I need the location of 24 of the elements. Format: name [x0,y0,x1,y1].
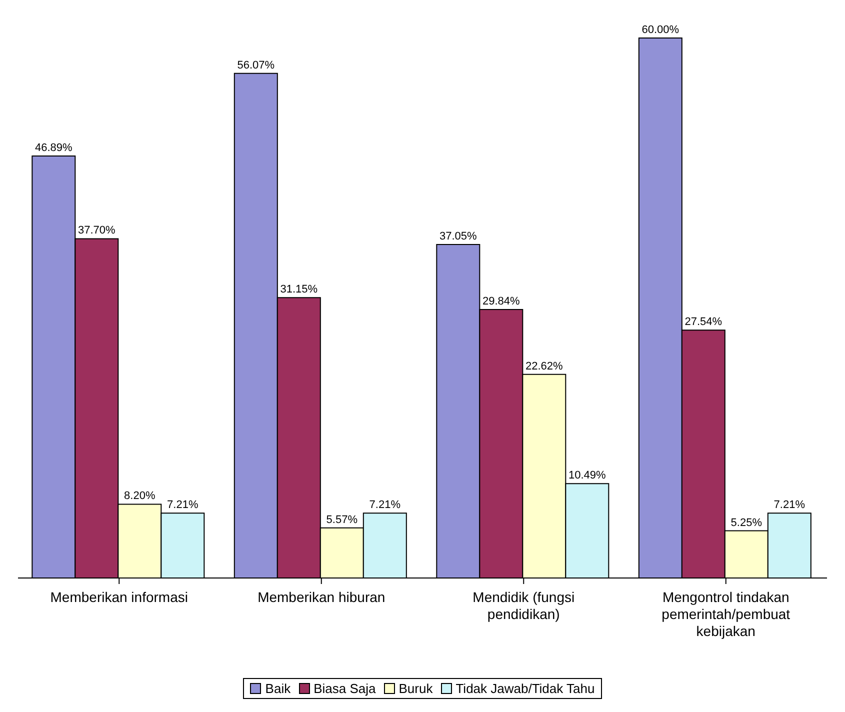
data-label: 7.21% [369,499,401,512]
legend-label: Buruk [398,681,433,696]
x-tick-label: Mendidik (fungsi pendidikan) [472,589,575,622]
x-tick-label: Memberikan hiburan [258,589,386,605]
data-label: 5.25% [730,516,762,529]
data-label: 31.15% [280,284,318,296]
data-label: 22.62% [526,360,564,372]
x-tick-label: Memberikan informasi [50,589,188,605]
data-label: 8.20% [124,490,156,502]
data-label: 29.84% [482,295,520,308]
data-label: 5.57% [326,514,358,526]
data-label: 7.21% [167,499,198,512]
data-label: 46.89% [35,142,73,154]
data-label: 56.07% [237,59,275,72]
data-label: 10.49% [568,470,606,482]
data-label: 60.00% [642,24,680,36]
data-label: 37.70% [78,224,116,237]
data-label: 37.05% [440,230,478,243]
data-label: 27.54% [684,316,722,328]
data-label: 7.21% [774,499,806,512]
x-tick-label: Mengontrol tindakan pemerintah/pembuat kebijakan [662,589,790,639]
legend-label: Baik [265,681,291,696]
legend-label: Tidak Jawab/Tidak Tahu [456,681,595,696]
legend-label: Biasa Saja [314,681,376,696]
